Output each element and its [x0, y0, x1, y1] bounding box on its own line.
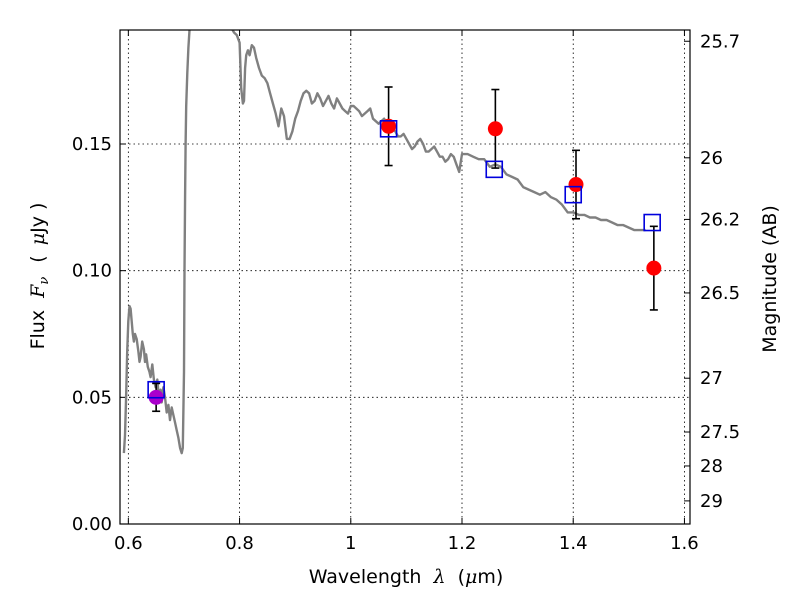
x-axis-title: Wavelength λ (μm): [309, 566, 504, 588]
y2-tick-label: 27: [700, 368, 723, 389]
model-sed-line: [122, 30, 646, 455]
y2-tick-label: 25.7: [700, 31, 740, 52]
y-tick-labels: 0.00 0.05 0.10 0.15: [72, 134, 112, 535]
x-axis-title-symbol: λ: [432, 566, 445, 588]
plot-frame: [119, 29, 691, 525]
observed-point: [381, 118, 397, 134]
y-axis-title-unit-rest: Jy ): [27, 203, 49, 234]
y-axis-title-text: Flux: [27, 310, 49, 350]
y2-axis-title: Magnitude (AB): [759, 205, 781, 353]
x-tick-label: 1.6: [670, 533, 699, 554]
x-axis-title-text: Wavelength: [309, 566, 422, 588]
y2-tick-label: 26: [700, 148, 723, 169]
y-tick-label: 0.05: [72, 387, 112, 408]
y-axis-title-symbol: F: [27, 284, 49, 299]
model-photometry-box: [379, 120, 398, 138]
y2-tick-label: 26.2: [700, 209, 740, 230]
x-tick-label: 1: [345, 533, 356, 554]
ticks: [120, 30, 690, 525]
model-photometry-box: [485, 160, 504, 179]
observed-point: [646, 260, 662, 276]
model-photometry-box: [643, 213, 661, 232]
model-photometry-box: [564, 185, 583, 204]
y2-tick-label: 28: [700, 456, 723, 477]
y-tick-label: 0.00: [72, 514, 112, 535]
x-tick-labels: 0.6 0.8 1 1.2 1.4 1.6: [114, 533, 699, 554]
y-axis-title-unit-mu: μ: [27, 233, 49, 245]
y2-tick-label: 26.5: [700, 283, 740, 304]
x-tick-label: 0.8: [225, 533, 254, 554]
model-photometry-boxes: [147, 120, 661, 399]
y-axis-title-subscript: ν: [37, 277, 52, 285]
model-photometry-box: [147, 380, 165, 399]
y-tick-label: 0.10: [72, 261, 112, 282]
x-axis-title-unit-rest: m): [477, 566, 503, 588]
x-tick-label: 0.6: [114, 533, 143, 554]
observed-point: [487, 121, 503, 137]
observed-point: [568, 177, 584, 193]
y2-tick-labels: 25.7 26 26.2 26.5 27 27.5 28 29: [700, 31, 740, 512]
x-tick-label: 1.2: [448, 533, 477, 554]
y2-tick-label: 27.5: [700, 422, 740, 443]
y2-tick-label: 29: [700, 491, 723, 512]
x-axis-title-unit-open: (: [458, 566, 465, 588]
y-tick-label: 0.15: [72, 134, 112, 155]
y-axis-title-unit-open: (: [27, 255, 49, 262]
x-tick-label: 1.4: [559, 533, 588, 554]
y-axis-title: Flux Fν ( μJy ): [27, 203, 53, 350]
x-axis-title-unit-mu: μ: [465, 566, 477, 588]
